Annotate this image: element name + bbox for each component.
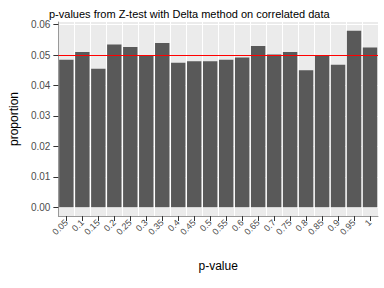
svg-text:p-values from Z-test with Delt: p-values from Z-test with Delta method o… [49,8,331,20]
svg-text:0.06: 0.06 [31,19,51,30]
svg-text:0.1: 0.1 [70,217,86,234]
svg-text:0.02: 0.02 [31,141,51,152]
svg-text:0.55: 0.55 [210,217,229,236]
svg-text:0.8: 0.8 [293,217,310,234]
svg-text:0.9: 0.9 [325,217,342,234]
svg-text:p-value: p-value [199,259,239,273]
svg-text:0.2: 0.2 [101,217,118,234]
svg-text:proportion: proportion [7,92,21,146]
svg-text:0.3: 0.3 [133,217,150,234]
svg-text:0.95: 0.95 [338,217,357,236]
svg-text:0.65: 0.65 [242,217,261,236]
svg-text:0.7: 0.7 [261,217,278,234]
svg-text:1: 1 [363,217,374,228]
svg-text:0.00: 0.00 [31,202,51,213]
svg-text:0.85: 0.85 [306,217,325,236]
svg-text:0.04: 0.04 [31,80,51,91]
svg-text:0.35: 0.35 [146,217,165,236]
svg-text:0.5: 0.5 [197,217,214,234]
svg-text:0.4: 0.4 [165,217,182,234]
svg-text:0.03: 0.03 [31,110,51,121]
svg-text:0.6: 0.6 [229,217,246,234]
svg-text:0.45: 0.45 [178,217,197,236]
svg-text:0.01: 0.01 [31,171,51,182]
svg-text:0.25: 0.25 [114,217,133,236]
svg-text:0.75: 0.75 [274,217,293,236]
svg-text:0.05: 0.05 [50,217,69,236]
svg-text:0.05: 0.05 [31,50,51,61]
svg-text:0.15: 0.15 [82,217,101,236]
